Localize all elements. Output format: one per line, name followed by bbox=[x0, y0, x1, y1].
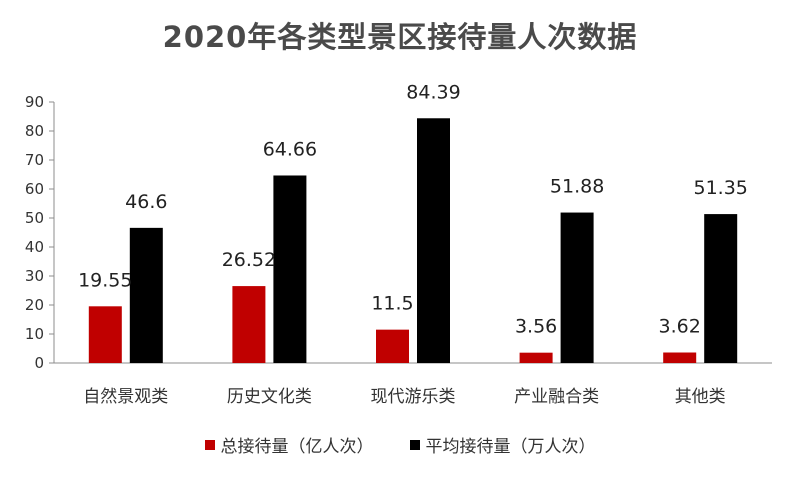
bar-average bbox=[129, 227, 163, 363]
y-tick-label: 10 bbox=[25, 325, 44, 343]
x-category-label: 历史文化类 bbox=[227, 387, 312, 407]
legend-item-series-1: 平均接待量（万人次） bbox=[409, 432, 596, 457]
x-category-label: 产业融合类 bbox=[514, 387, 599, 407]
data-label: 64.66 bbox=[263, 138, 317, 160]
y-tick-label: 60 bbox=[25, 180, 44, 198]
y-tick-label: 80 bbox=[25, 122, 44, 140]
bar-total bbox=[519, 352, 553, 363]
data-label: 11.5 bbox=[371, 293, 413, 315]
legend-swatch-series-0 bbox=[204, 439, 215, 450]
x-category-label: 现代游乐类 bbox=[371, 387, 456, 407]
bar-average bbox=[417, 118, 450, 363]
bar-average bbox=[273, 175, 307, 363]
legend-swatch-series-1 bbox=[409, 439, 420, 450]
bar-average bbox=[704, 214, 738, 363]
chart-legend: 总接待量（亿人次） 平均接待量（万人次） bbox=[0, 432, 800, 457]
data-label: 84.39 bbox=[406, 81, 460, 103]
data-label: 51.35 bbox=[693, 177, 747, 199]
bar-total bbox=[88, 306, 122, 363]
y-tick-label: 30 bbox=[25, 267, 44, 285]
data-label: 26.52 bbox=[222, 249, 276, 271]
y-tick-label: 90 bbox=[25, 93, 44, 111]
y-tick-label: 40 bbox=[25, 238, 44, 256]
legend-label-series-1: 平均接待量（万人次） bbox=[425, 437, 596, 457]
bar-total bbox=[232, 286, 266, 363]
data-label: 51.88 bbox=[550, 176, 604, 198]
chart-title: 2020年各类型景区接待量人次数据 bbox=[162, 20, 638, 54]
chart-axes: 0 10 20 30 40 50 60 70 80 90 bbox=[25, 93, 772, 372]
legend-label-series-0: 总接待量（亿人次） bbox=[220, 437, 374, 457]
y-tick-label: 50 bbox=[25, 209, 44, 227]
bar-total bbox=[663, 352, 697, 363]
chart-bars bbox=[88, 118, 738, 363]
x-category-label: 自然景观类 bbox=[83, 387, 168, 407]
y-tick-label: 0 bbox=[34, 354, 44, 372]
x-category-label: 其他类 bbox=[675, 387, 726, 407]
bar-average bbox=[560, 212, 594, 363]
data-label: 3.62 bbox=[659, 316, 701, 338]
bar-total bbox=[376, 329, 409, 363]
y-tick-label: 20 bbox=[25, 296, 44, 314]
y-tick-label: 70 bbox=[25, 151, 44, 169]
legend-item-series-0: 总接待量（亿人次） bbox=[204, 432, 374, 457]
data-label: 46.6 bbox=[125, 191, 167, 213]
data-label: 3.56 bbox=[515, 316, 557, 338]
data-label: 19.55 bbox=[78, 269, 132, 291]
chart-labels: 19.55 46.6 自然景观类 26.52 64.66 历史文化类 11.5 84.39 现代… bbox=[78, 81, 748, 407]
